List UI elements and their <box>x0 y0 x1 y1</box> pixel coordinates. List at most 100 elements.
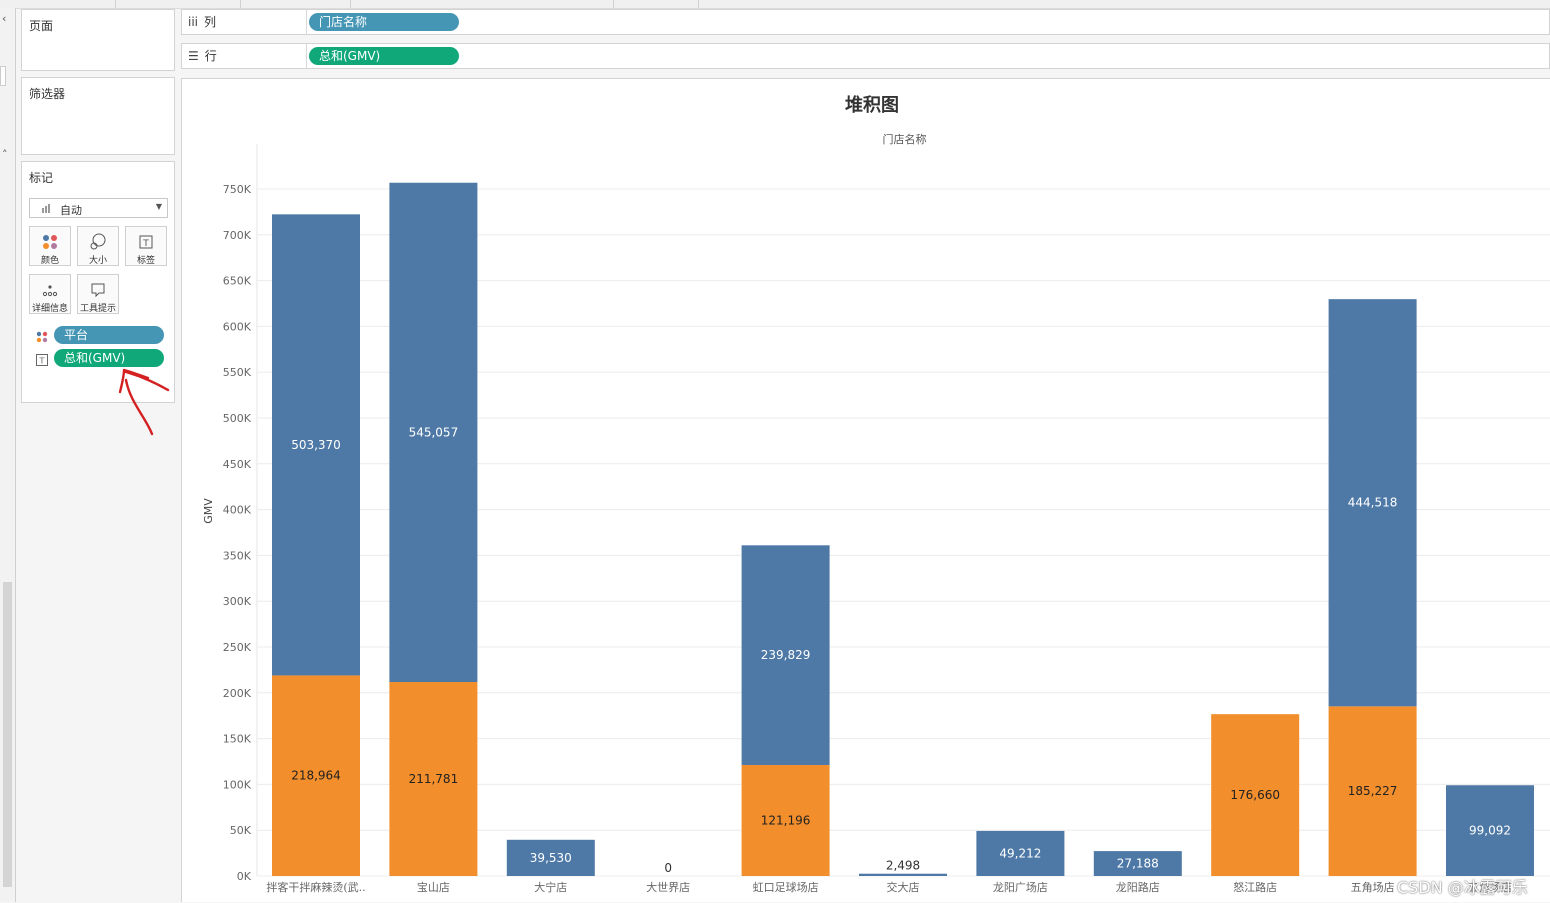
label-button[interactable]: T 标签 <box>125 226 167 266</box>
size-icon <box>78 231 118 253</box>
rows-icon: ☰ <box>188 49 199 63</box>
filters-shelf[interactable]: 筛选器 <box>21 77 175 155</box>
rows-shelf[interactable]: ☰ 行 总和(GMV) <box>181 43 1550 69</box>
bar-segment <box>1446 785 1534 876</box>
pages-shelf-title: 页面 <box>29 19 54 33</box>
detail-button-label: 详细信息 <box>31 304 68 314</box>
y-tick-label: 650K <box>223 275 252 288</box>
data-label: 545,057 <box>409 425 459 439</box>
chevron-up-icon[interactable]: ˄ <box>2 148 8 161</box>
x-category-label: 虹口足球场店 <box>753 880 819 894</box>
bar-segment <box>272 214 360 676</box>
data-label: 211,781 <box>409 772 459 786</box>
data-label: 0 <box>664 861 672 875</box>
rows-shelf-title: 行 <box>204 49 217 63</box>
data-label: 121,196 <box>761 813 811 827</box>
data-label: 39,530 <box>530 851 572 865</box>
data-label: 99,092 <box>1469 824 1511 838</box>
mark-type-dropdown[interactable]: 自动 ▼ <box>29 198 168 218</box>
size-button-label: 大小 <box>88 256 107 266</box>
y-tick-label: 600K <box>223 320 252 333</box>
rows-shelf-label: ☰ 行 <box>182 44 307 68</box>
data-label: 239,829 <box>761 648 811 662</box>
data-label: 503,370 <box>291 438 341 452</box>
data-label: 2,498 <box>886 859 920 873</box>
bar-segment <box>859 873 947 876</box>
viz-area[interactable]: 0K 50K 100K 150K 200K 250K 300K 350K 400K 450K 500… <box>181 78 1550 902</box>
store-name-pill[interactable]: 门店名称 <box>309 13 459 31</box>
bar-segment <box>1093 851 1182 876</box>
panel-handle[interactable] <box>0 66 6 86</box>
gmv-sum-pill[interactable]: 总和(GMV) <box>309 47 459 65</box>
color-dots-icon <box>36 328 48 343</box>
data-label: 27,188 <box>1117 857 1159 871</box>
y-tick-label: 100K <box>223 778 252 791</box>
x-category-label: 宝山店 <box>417 880 450 894</box>
x-category-label: 龙阳路店 <box>1116 880 1160 894</box>
bar-segment <box>741 545 830 765</box>
label-icon: T <box>126 231 166 253</box>
detail-icon <box>30 279 70 301</box>
mark-type-value: 自动 <box>60 204 82 217</box>
bar-segment <box>506 839 595 876</box>
bar-segment <box>272 675 360 876</box>
side-collapse-bar[interactable]: ‹ ˄ <box>0 8 16 902</box>
label-button-label: 标签 <box>136 256 155 266</box>
chart-title: 堆积图 <box>845 95 899 116</box>
detail-button[interactable]: 详细信息 <box>29 274 71 314</box>
y-tick-label: 200K <box>223 687 252 700</box>
platform-color-pill[interactable]: 平台 <box>54 326 164 344</box>
x-category-label: 龙阳广场店 <box>993 880 1048 894</box>
bar-segment <box>976 830 1065 876</box>
columns-shelf-title: 列 <box>204 15 217 29</box>
y-tick-label: 550K <box>223 366 252 379</box>
color-button-label: 颜色 <box>40 256 59 266</box>
y-axis-label: GMV <box>202 498 215 524</box>
top-toolbar-strip <box>0 0 1550 9</box>
data-label: 49,212 <box>999 846 1041 860</box>
y-tick-label: 300K <box>223 595 252 608</box>
bar-segment <box>389 182 478 683</box>
y-tick-label: 250K <box>223 641 252 654</box>
bar-segment <box>741 764 830 876</box>
chevron-left-icon[interactable]: ‹ <box>2 12 7 25</box>
x-category-label: 五角场店 <box>1468 880 1512 894</box>
x-category-label: 怒江路店 <box>1233 880 1277 894</box>
tooltip-icon <box>78 279 118 301</box>
stacked-bar-chart: 0K 50K 100K 150K 200K 250K 300K 350K 400K 450K 500… <box>202 144 1550 894</box>
y-tick-label: 350K <box>223 549 252 562</box>
x-category-label: 拌客干拌麻辣烫(武.. <box>266 880 365 894</box>
watermark: CSDN @冰露可乐 <box>1397 878 1528 897</box>
tooltip-button[interactable]: 工具提示 <box>77 274 119 314</box>
y-tick-label: 50K <box>230 824 252 837</box>
size-button[interactable]: 大小 <box>77 226 119 266</box>
data-label: 444,518 <box>1348 496 1398 510</box>
gmv-label-pill[interactable]: 总和(GMV) <box>54 349 164 367</box>
svg-text:T: T <box>142 239 149 249</box>
x-category-label: 大世界店 <box>646 880 690 894</box>
pages-shelf[interactable]: 页面 <box>21 9 175 71</box>
y-tick-label: 0K <box>237 870 252 883</box>
bar-segment <box>389 682 478 876</box>
columns-shelf-label: iii 列 <box>182 10 307 34</box>
x-category-label: 五角场店 <box>1351 880 1395 894</box>
data-label: 218,964 <box>291 769 341 783</box>
marks-card-title: 标记 <box>29 171 54 185</box>
x-category-label: 大宁店 <box>534 880 567 894</box>
filters-shelf-title: 筛选器 <box>29 87 66 101</box>
color-button[interactable]: 颜色 <box>29 226 71 266</box>
text-label-icon: T <box>36 351 48 366</box>
y-tick-label: 750K <box>223 183 252 196</box>
bar-segment <box>1328 299 1417 707</box>
scrollbar-thumb[interactable] <box>3 582 12 887</box>
columns-shelf[interactable]: iii 列 门店名称 <box>181 9 1550 35</box>
svg-text:T: T <box>39 357 45 366</box>
dropdown-caret-icon: ▼ <box>155 202 162 211</box>
bar-segment <box>1328 706 1417 876</box>
color-icon <box>30 231 70 253</box>
y-tick-label: 700K <box>223 229 252 242</box>
column-header-title: 门店名称 <box>882 133 927 146</box>
y-tick-label: 450K <box>223 458 252 471</box>
bar-chart-icon <box>42 204 52 213</box>
data-label: 176,660 <box>1230 788 1280 802</box>
